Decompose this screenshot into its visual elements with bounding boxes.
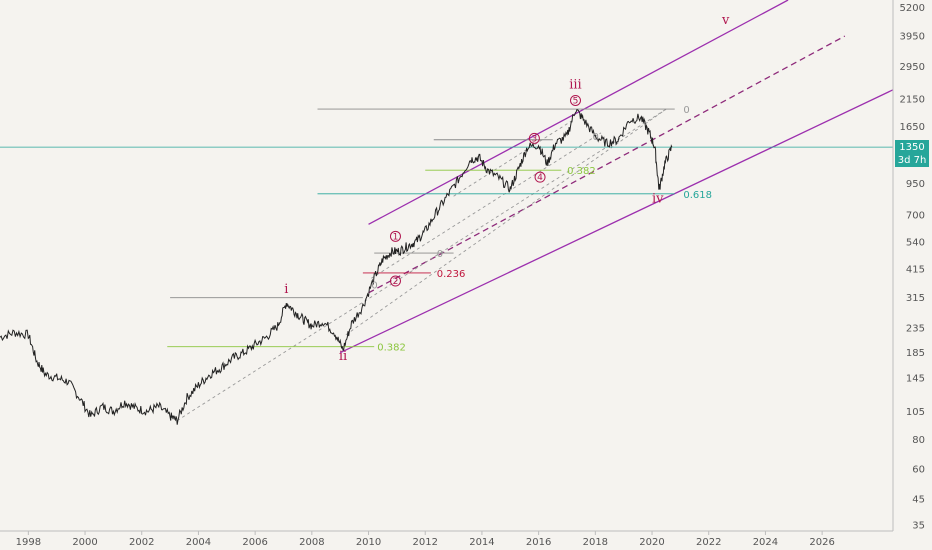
y-tick-label: 185 [906, 348, 925, 359]
y-tick-label: 235 [906, 323, 925, 334]
current-price-tag: 1350 3d 7h [895, 140, 929, 167]
y-tick-label: 1650 [900, 122, 925, 133]
y-tick-label: 315 [906, 293, 925, 304]
fib-level-label: 0.382 [377, 343, 406, 354]
fib-levels: 0.382 0 0.236 0.382 0 0.618 [0, 105, 893, 354]
wave-circle-label: 3 [532, 134, 538, 144]
x-tick-label: 2024 [753, 537, 778, 548]
level-annotation: 0 [592, 132, 598, 143]
x-tick-label: 2012 [413, 537, 438, 548]
wave-label[interactable]: i [284, 282, 288, 297]
wave-circle-label: 2 [393, 277, 399, 287]
y-tick-label: 80 [912, 435, 925, 446]
wave-label[interactable]: ii [339, 349, 347, 364]
level-annotation: 0 [371, 280, 377, 291]
y-tick-label: 700 [906, 211, 925, 222]
y-tick-label: 35 [912, 520, 925, 531]
y-tick-label: 540 [906, 237, 925, 248]
price-line[interactable] [0, 109, 673, 425]
channel-lines [339, 0, 894, 354]
wave-circle-label: 4 [537, 173, 543, 183]
y-tick-label: 45 [912, 494, 925, 505]
wave-label[interactable]: iv [652, 192, 664, 207]
fib-level-label: 0 [683, 105, 689, 116]
x-tick-label: 2008 [299, 537, 324, 548]
x-tick-label: 2014 [469, 537, 494, 548]
x-tick-label: 2026 [809, 537, 834, 548]
y-tick-label: 415 [906, 265, 925, 276]
wave-label[interactable]: v [721, 13, 730, 28]
trend-line[interactable] [176, 108, 667, 421]
wave-label[interactable]: iii [569, 77, 581, 92]
x-tick-label: 2000 [72, 537, 97, 548]
wave-circle-marker[interactable] [569, 94, 581, 106]
price-series [0, 109, 673, 425]
x-tick-label: 1998 [16, 537, 41, 548]
fib-level-label: 0.618 [683, 190, 712, 201]
fib-level-label: 0.236 [437, 269, 466, 280]
price-tag-box [895, 140, 929, 167]
trend-lines [176, 108, 667, 421]
x-tick-label: 2010 [356, 537, 381, 548]
y-axis-pane[interactable] [893, 0, 932, 531]
fib-level-label: 0.382 [567, 166, 596, 177]
channel-line-lower[interactable] [339, 89, 894, 354]
wave-circle-marker[interactable] [389, 230, 401, 242]
wave-circle-marker[interactable] [389, 275, 401, 287]
y-tick-label: 2950 [900, 62, 925, 73]
channel-line-upper[interactable] [368, 0, 789, 225]
wave-circle-label: 1 [393, 232, 399, 242]
x-tick-label: 2002 [129, 537, 154, 548]
x-tick-label: 2006 [242, 537, 267, 548]
x-tick-label: 2004 [186, 537, 211, 548]
fib-level-label: 0 [437, 249, 443, 260]
y-tick-label: 5200 [900, 3, 925, 14]
wave-circle-marker[interactable] [528, 132, 540, 144]
y-tick-label: 145 [906, 373, 925, 384]
plot-background [0, 0, 893, 550]
x-tick-label: 2018 [583, 537, 608, 548]
wave-circle-label: 5 [573, 96, 579, 106]
y-tick-label: 2150 [900, 95, 925, 106]
x-tick-label: 2020 [639, 537, 664, 548]
y-tick-label: 3950 [900, 32, 925, 43]
y-tick-label: 60 [912, 465, 925, 476]
price-tag-countdown: 3d 7h [898, 155, 927, 166]
wave-circle-marker[interactable] [534, 171, 546, 183]
y-tick-label: 105 [906, 407, 925, 418]
y-tick-label: 950 [906, 179, 925, 190]
trend-line[interactable] [345, 108, 667, 336]
x-tick-label: 2016 [526, 537, 551, 548]
x-axis-ticks: 1998 2000 2002 2004 2006 2008 2010 2012 2014 2016… [16, 531, 835, 548]
channel-line-middle[interactable] [368, 35, 846, 294]
price-tag-value: 1350 [899, 142, 924, 153]
x-tick-label: 2022 [696, 537, 721, 548]
